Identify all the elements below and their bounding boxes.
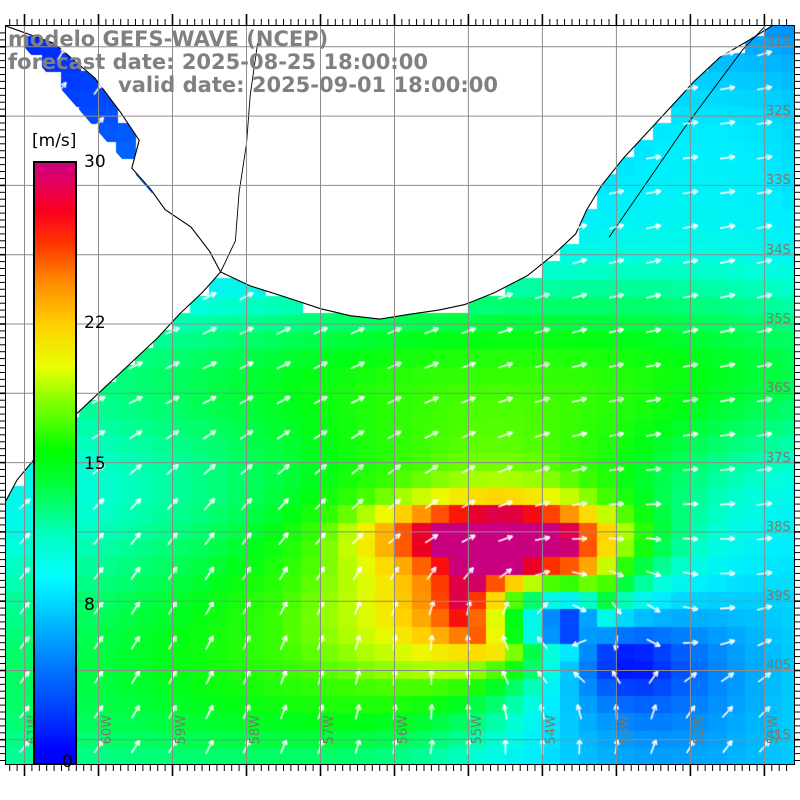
lon-label-58W: 58W [248, 715, 264, 745]
lat-label-41S: 41S [766, 727, 791, 743]
lon-label-59W: 59W [174, 715, 190, 745]
title-model: modelo GEFS-WAVE (NCEP) [8, 27, 329, 51]
figure-title: modelo GEFS-WAVE (NCEP) forecast date: 2… [8, 28, 608, 97]
map-plot-area[interactable] [5, 25, 795, 765]
lat-label-31S: 31S [766, 34, 791, 50]
lat-label-39S: 39S [766, 589, 791, 605]
lat-label-40S: 40S [766, 658, 791, 674]
lon-label-56W: 56W [396, 715, 412, 745]
lat-label-32S: 32S [766, 104, 791, 120]
colorbar-gradient [33, 161, 77, 765]
lon-label-53W: 53W [618, 715, 634, 745]
lon-label-52W: 52W [692, 715, 708, 745]
lon-label-54W: 54W [544, 715, 560, 745]
wind-direction-arrows [6, 26, 794, 764]
lat-label-33S: 33S [766, 173, 791, 189]
colorbar-tick-0: 0 [62, 752, 73, 772]
lat-label-34S: 34S [766, 242, 791, 258]
lon-label-60W: 60W [100, 715, 116, 745]
colorbar-tick-15: 15 [84, 454, 106, 474]
lat-label-35S: 35S [766, 311, 791, 327]
lat-label-36S: 36S [766, 381, 791, 397]
lat-label-37S: 37S [766, 450, 791, 466]
title-forecast-date: forecast date: 2025-08-25 18:00:00 [8, 50, 428, 74]
lon-label-57W: 57W [322, 715, 338, 745]
colorbar-units-label: [m/s] [32, 131, 77, 151]
title-valid-date: valid date: 2025-09-01 18:00:00 [118, 73, 498, 97]
colorbar-tick-8: 8 [84, 594, 95, 615]
lat-label-38S: 38S [766, 519, 791, 535]
colorbar-tick-30: 30 [84, 152, 106, 172]
lon-label-51W: 51W [766, 715, 782, 745]
colorbar-tick-22: 22 [84, 313, 106, 334]
lon-label-55W: 55W [470, 715, 486, 745]
